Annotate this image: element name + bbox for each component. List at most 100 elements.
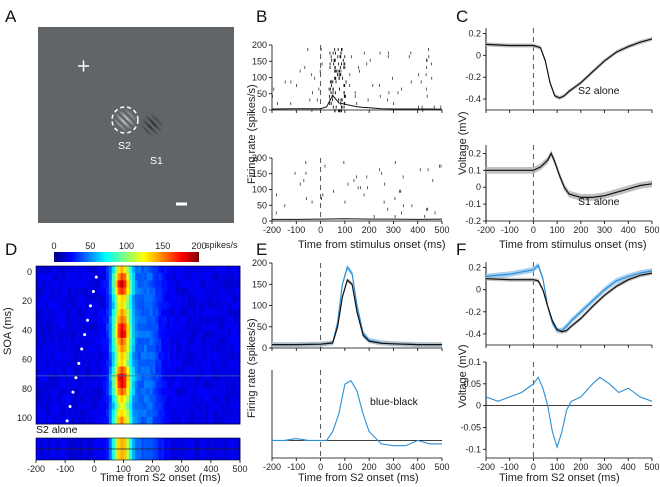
d-heatmap-cell: [91, 366, 95, 375]
e-bottom-x-tick-label: 500: [434, 462, 449, 472]
d-heatmap-cell: [123, 373, 127, 382]
d-heatmap-cell: [167, 294, 171, 303]
d-heatmap-cell: [105, 273, 110, 281]
d-heatmap-cell: [120, 273, 124, 281]
d-heatmap-cell: [82, 294, 86, 303]
d-heatmap-cell: [68, 323, 72, 332]
d-heatmap-cell: [172, 273, 177, 281]
d-heatmap-cell: [202, 330, 206, 339]
d-heatmap-cell: [135, 380, 139, 389]
d-heatmap-cell: [199, 345, 203, 353]
d-heatmap-cell: [216, 409, 220, 418]
d-heatmap-cell: [129, 345, 133, 353]
d-heatmap-cell: [129, 402, 133, 411]
d-heatmap-cell: [73, 287, 78, 296]
d-heatmap-cell: [53, 366, 57, 375]
d-heatmap-cell: [91, 402, 95, 411]
d-heatmap-cell: [161, 402, 165, 411]
d-heatmap-cell: [202, 323, 206, 332]
d-heatmap-cell: [138, 345, 142, 353]
f-bottom-x-tick-label: -100: [501, 462, 519, 472]
d-heatmap-cell: [100, 366, 104, 375]
d-heatmap-cell: [108, 409, 113, 418]
d-heatmap-cell: [62, 352, 66, 360]
d-heatmap-cell: [91, 309, 95, 317]
d-heatmap-cell: [47, 416, 51, 425]
d-heatmap-cell: [132, 323, 136, 332]
d-heatmap-cell: [56, 373, 60, 382]
d-heatmap-cell: [161, 316, 165, 324]
d-heatmap-cell: [234, 359, 238, 367]
d-heatmap-cell: [213, 337, 218, 346]
d-heatmap-cell: [120, 309, 124, 317]
d-heatmap-cell: [38, 352, 43, 360]
d-heatmap-cell: [123, 402, 127, 411]
d-heatmap-cell: [181, 309, 186, 317]
d-heatmap-cell: [231, 345, 235, 353]
d-heatmap-cell: [44, 416, 49, 425]
d-heatmap-cell: [132, 388, 136, 396]
c-bottom-y-tick-label: 0.1: [468, 165, 481, 175]
d-heatmap-cell: [222, 309, 226, 317]
d-heatmap-cell: [216, 266, 220, 274]
d-heatmap-cell: [97, 287, 101, 296]
d-heatmap-cell: [44, 352, 49, 360]
d-heatmap-cell: [108, 323, 113, 332]
d-heatmap-cell: [187, 301, 191, 310]
d-heatmap-cell: [62, 323, 66, 332]
d-heatmap-cell: [161, 330, 165, 339]
d-heatmap-cell: [100, 294, 104, 303]
d-heatmap-cell: [196, 388, 200, 396]
d-heatmap-cell: [111, 416, 116, 425]
d-heatmap-cell: [105, 266, 110, 274]
d-heatmap-cell: [44, 280, 49, 288]
d-heatmap-cell: [73, 380, 78, 389]
d-heatmap-cell: [205, 380, 209, 389]
d-heatmap-cell: [172, 373, 177, 382]
d-heatmap-cell: [205, 366, 209, 375]
d-heatmap-cell: [38, 345, 43, 353]
d-heatmap-cell: [120, 323, 124, 332]
f-bottom-y-tick-label: -0.05: [460, 422, 481, 432]
d-heatmap-cell: [114, 316, 118, 324]
d-heatmap-cell: [181, 301, 186, 310]
e-bottom-x-tick-label: 0: [318, 462, 323, 472]
d-heatmap-cell: [103, 316, 107, 324]
d-heatmap-cell: [88, 366, 92, 375]
d-heatmap-cell: [234, 366, 238, 375]
d-heatmap-cell: [184, 294, 188, 303]
d-heatmap-cell: [138, 273, 142, 281]
d-heatmap-cell: [190, 409, 194, 418]
d-heatmap-cell: [140, 345, 145, 353]
d-heatmap-cell: [152, 409, 156, 418]
d-heatmap-cell: [85, 402, 89, 411]
b-bottom-y-tick-label: 100: [252, 185, 267, 195]
d-heatmap-cell: [164, 280, 168, 288]
d-heatmap-cell: [36, 287, 40, 296]
grating-s1: [137, 110, 167, 140]
d-heatmap-cell: [79, 395, 84, 403]
d-heatmap-cell: [196, 402, 200, 411]
d-ylabel: SOA (ms): [2, 307, 14, 355]
e-top-black-line: [272, 278, 442, 346]
d-heatmap-cell: [88, 388, 92, 396]
d-heatmap-cell: [105, 323, 110, 332]
d-heatmap-cell: [50, 409, 54, 418]
d-heatmap-cell: [91, 380, 95, 389]
d-heatmap-cell: [225, 380, 229, 389]
d-heatmap-cell: [68, 409, 72, 418]
d-heatmap-cell: [79, 316, 84, 324]
d-heatmap-cell: [187, 287, 191, 296]
d-heatmap-cell: [184, 316, 188, 324]
d-heatmap-cell: [76, 287, 81, 296]
d-heatmap-cell: [234, 301, 238, 310]
d-heatmap-cell: [62, 359, 66, 367]
f-bottom-x-tick-label: 300: [597, 462, 612, 472]
d-heatmap-cell: [108, 273, 113, 281]
d-heatmap-cell: [187, 316, 191, 324]
d-heatmap-cell: [105, 352, 110, 360]
d-heatmap-cell: [36, 409, 40, 418]
d-heatmap-cell: [213, 416, 218, 425]
d-heatmap-cell: [152, 380, 156, 389]
d-heatmap-cell: [117, 301, 121, 310]
